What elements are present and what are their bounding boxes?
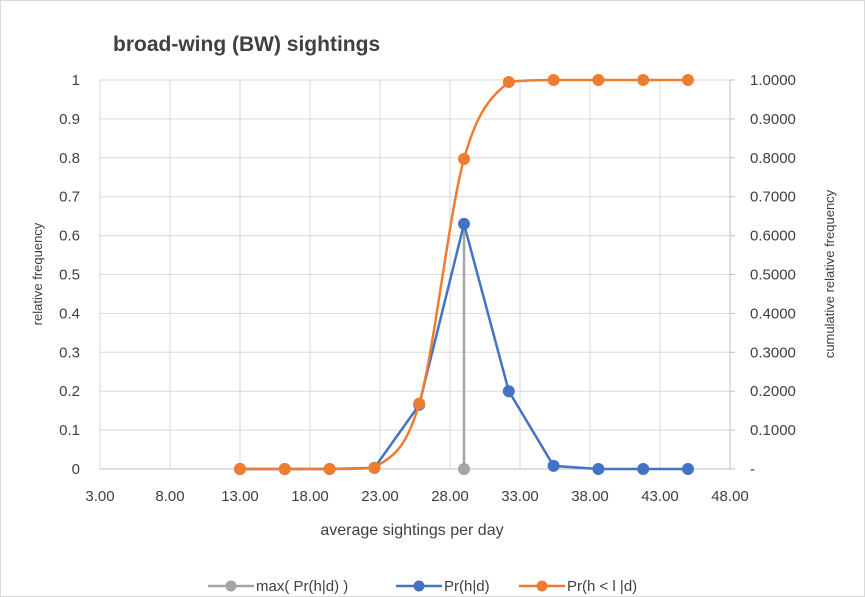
y2-tick-label: 0.6000: [750, 228, 796, 245]
y-tick-label: 0.2: [59, 383, 80, 400]
y2-tick-label: 0.9000: [750, 111, 796, 128]
x-tick-label: 48.00: [711, 488, 749, 505]
series-pr-h-d-point: [547, 459, 560, 472]
y-axis-label: relative frequency: [30, 222, 45, 325]
chart-title: broad-wing (BW) sightings: [113, 33, 380, 56]
legend-marker-1: [413, 580, 425, 592]
series-pr-h-l-d-point: [323, 463, 336, 475]
series-pr-h-d-point: [502, 385, 515, 398]
y-tick-label: 0.6: [59, 228, 80, 245]
y-tick-label: 0: [72, 461, 80, 478]
x-tick-label: 23.00: [361, 488, 399, 505]
y2-tick-label: 0.3000: [750, 344, 796, 361]
series-pr-h-l-d-point: [592, 74, 605, 86]
series-pr-h-l-d-point: [637, 74, 650, 86]
x-tick-label: 3.00: [85, 488, 114, 505]
series-pr-h-l-d-point: [368, 461, 381, 474]
y-tick-label: 0.5: [59, 267, 80, 284]
y2-tick-label: 0.7000: [750, 189, 796, 206]
y-tick-label: 0.9: [59, 111, 80, 128]
legend: max( Pr(h|d) ) Pr(h|d) Pr(h < l |d): [208, 578, 637, 595]
legend-marker-2: [536, 580, 548, 592]
y2-tick-label: 0.2000: [750, 383, 796, 400]
y2-axis-label: cumulative relative frequency: [822, 189, 837, 358]
x-tick-label: 43.00: [641, 488, 679, 505]
series-pr-h-l-d-point: [413, 397, 426, 410]
y-tick-label: 0.3: [59, 344, 80, 361]
y-tick-label: 0.1: [59, 422, 80, 439]
legend-label-2: Pr(h < l |d): [567, 578, 637, 595]
x-tick-label: 18.00: [291, 488, 329, 505]
series-pr-h-l-d-point: [502, 75, 515, 88]
series: [234, 74, 694, 475]
y2-tick-label: 1.0000: [750, 72, 796, 89]
series-pr-h-l-d-point: [278, 463, 291, 475]
y2-tick-label: 0.8000: [750, 150, 796, 167]
series-pr-h-d-point: [637, 463, 650, 475]
series-pr-h-l-d-point: [547, 74, 560, 86]
series-pr-h-l-d-point: [234, 463, 246, 475]
series-max-pr-h-d-point: [458, 463, 470, 475]
legend-label-1: Pr(h|d): [444, 578, 490, 595]
y-tick-label: 0.8: [59, 150, 80, 167]
x-axis-label: average sightings per day: [320, 522, 503, 539]
x-tick-label: 8.00: [155, 488, 184, 505]
y2-tick-label: 0.1000: [750, 422, 796, 439]
y-tick-label: 1: [72, 72, 80, 89]
y-tick-label: 0.4: [59, 305, 80, 322]
x-tick-label: 33.00: [501, 488, 539, 505]
y-tick-label: 0.7: [59, 189, 80, 206]
legend-marker-0: [225, 580, 237, 592]
y2-tick-label: -: [750, 461, 755, 478]
series-pr-h-d-point: [458, 217, 470, 230]
y2-tick-label: 0.5000: [750, 267, 796, 284]
axes: 3.00 8.00 13.00 18.00 23.00 28.00 33.00 38.00 43…: [59, 72, 796, 505]
series-pr-h-d-point: [592, 463, 605, 475]
x-tick-label: 28.00: [431, 488, 469, 505]
series-pr-h-d-point: [682, 463, 694, 475]
x-tick-label: 38.00: [571, 488, 609, 505]
x-tick-label: 13.00: [221, 488, 259, 505]
y2-tick-label: 0.4000: [750, 305, 796, 322]
series-pr-h-l-d-point: [682, 74, 694, 86]
legend-label-0: max( Pr(h|d) ): [256, 578, 348, 595]
series-pr-h-l-d-point: [458, 152, 470, 165]
